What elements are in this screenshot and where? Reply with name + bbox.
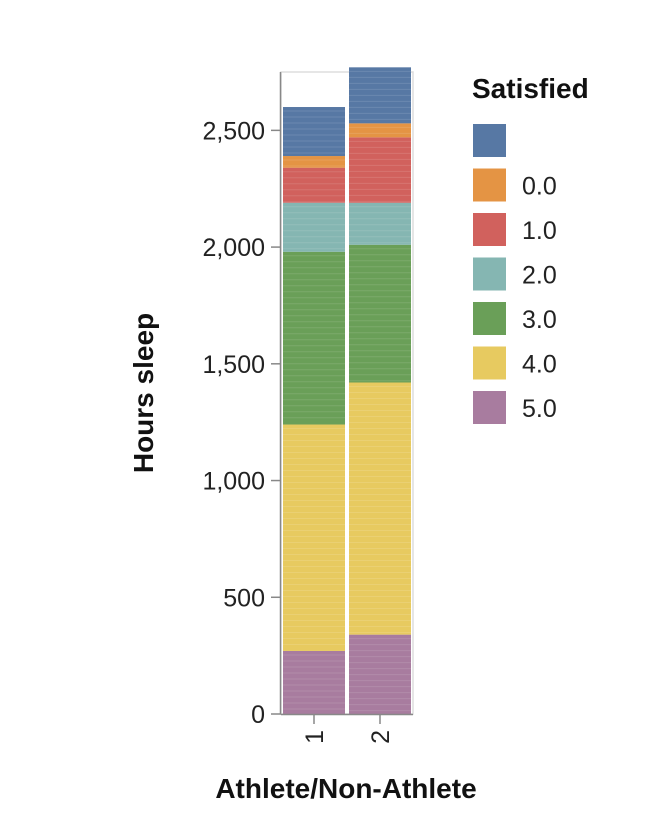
y-tick-label: 2,500 [202, 117, 265, 145]
legend: Satisfied 0.0 1.0 2.0 3.0 4.0 5.0 [472, 73, 589, 424]
y-axis-title: Hours sleep [128, 313, 159, 473]
legend-label: 3.0 [522, 306, 557, 334]
bar-segment [283, 167, 345, 203]
x-tick-label: 1 [301, 730, 329, 744]
bar-segment [349, 123, 411, 138]
bar-segment [283, 251, 345, 425]
bar-segment [283, 650, 345, 714]
bar-segment [283, 202, 345, 252]
legend-swatch [473, 124, 506, 157]
bar-segment [349, 67, 411, 124]
legend-label: 2.0 [522, 262, 557, 290]
legend-swatch [473, 213, 506, 246]
bar-segment [349, 202, 411, 245]
legend-swatch [473, 391, 506, 424]
bar-segment [349, 634, 411, 714]
legend-swatch [473, 302, 506, 335]
legend-swatch [473, 168, 506, 202]
legend-title: Satisfied [472, 73, 589, 104]
x-axis-title: Athlete/Non-Athlete [215, 773, 476, 804]
legend-label: 4.0 [522, 351, 557, 379]
bar-segment [349, 137, 411, 203]
bar-segment [283, 424, 345, 651]
legend-label: 0.0 [522, 173, 557, 201]
y-tick-label: 2,000 [202, 234, 265, 262]
bars-group [283, 67, 411, 714]
legend-label: 1.0 [522, 217, 557, 245]
legend-swatch [473, 257, 506, 291]
legend-swatch [473, 346, 506, 380]
x-tick-label: 2 [367, 730, 395, 744]
y-tick-label: 0 [251, 701, 265, 729]
legend-label: 5.0 [522, 395, 557, 423]
y-tick-label: 1,500 [202, 351, 265, 379]
y-axis: 0 500 1,000 1,500 2,000 2,500 [202, 72, 282, 729]
bar-segment [349, 244, 411, 383]
y-tick-label: 1,000 [202, 468, 265, 496]
bar-segment [349, 382, 411, 635]
bar-segment [283, 107, 345, 157]
bar-segment [283, 156, 345, 168]
y-tick-label: 500 [223, 584, 265, 612]
